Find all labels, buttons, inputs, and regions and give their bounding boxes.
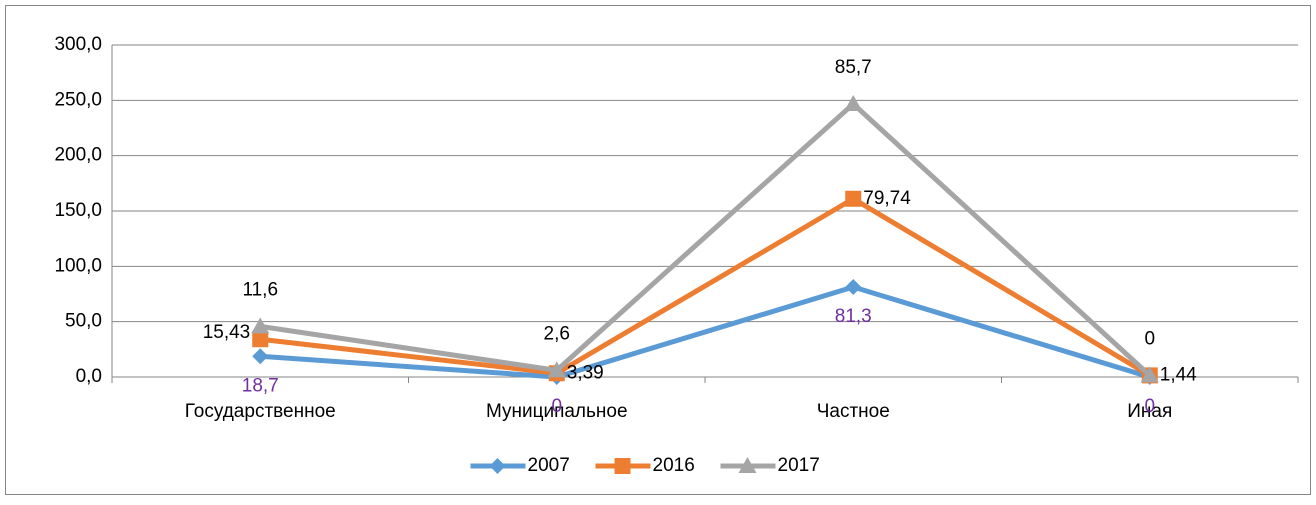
data-label: 15,43: [203, 322, 251, 343]
series-line: [259, 196, 1152, 378]
y-tick-label: 250,0: [54, 89, 102, 110]
data-label: 1,44: [1160, 364, 1197, 385]
marker: [1140, 366, 1159, 383]
y-tick-label: 100,0: [54, 255, 102, 276]
y-tick-label: 300,0: [54, 34, 102, 55]
marker: [844, 94, 863, 111]
data-label: 85,7: [835, 57, 872, 78]
marker: [845, 190, 862, 207]
y-tick-label: 50,0: [65, 311, 102, 332]
series-line: [259, 101, 1152, 378]
data-label: 11,6: [242, 279, 278, 300]
legend-label: 2016: [653, 455, 695, 476]
y-tick-label: 0,0: [76, 366, 102, 387]
x-tick-label: Муниципальное: [486, 401, 628, 422]
data-label: 0: [1144, 328, 1155, 349]
data-label: 81,3: [835, 306, 872, 327]
data-label: 0: [551, 396, 562, 417]
marker: [252, 348, 269, 365]
data-label: 2,6: [544, 323, 570, 344]
chart-frame: [5, 5, 1311, 495]
data-label: 3,39: [567, 362, 604, 383]
x-tick-label: Частное: [817, 401, 890, 422]
marker: [489, 458, 506, 474]
legend-label: 2017: [778, 455, 820, 476]
y-tick-label: 200,0: [54, 145, 102, 166]
legend-label: 2007: [528, 455, 570, 476]
data-label: 18,7: [242, 375, 279, 396]
marker: [251, 317, 270, 334]
y-tick-label: 150,0: [54, 200, 102, 221]
x-tick-label: Государственное: [185, 401, 336, 422]
series-line: [260, 284, 1151, 380]
marker: [614, 458, 631, 474]
data-label: 0: [1144, 396, 1155, 417]
marker: [738, 457, 757, 473]
marker: [845, 279, 862, 296]
x-tick-label: Иная: [1127, 401, 1172, 422]
marker: [547, 361, 566, 378]
data-label: 79,74: [863, 188, 911, 209]
marker: [252, 331, 269, 348]
